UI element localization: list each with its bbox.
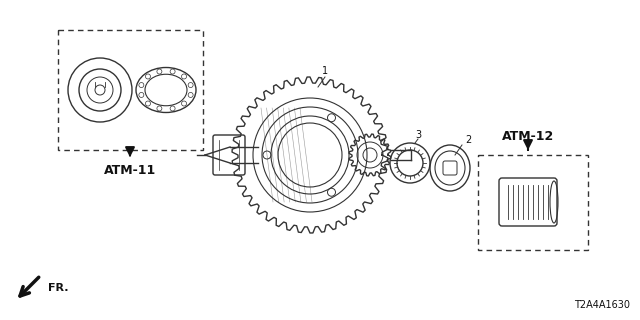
- Text: T2A4A1630: T2A4A1630: [574, 300, 630, 310]
- Bar: [478, 155, 588, 250]
- Text: 1: 1: [322, 66, 328, 76]
- Text: 2: 2: [465, 135, 471, 145]
- Text: ATM-11: ATM-11: [104, 164, 156, 177]
- Text: FR.: FR.: [48, 283, 68, 293]
- Text: 3: 3: [415, 130, 421, 140]
- Text: ATM-12: ATM-12: [502, 131, 554, 143]
- Bar: [58, 30, 203, 150]
